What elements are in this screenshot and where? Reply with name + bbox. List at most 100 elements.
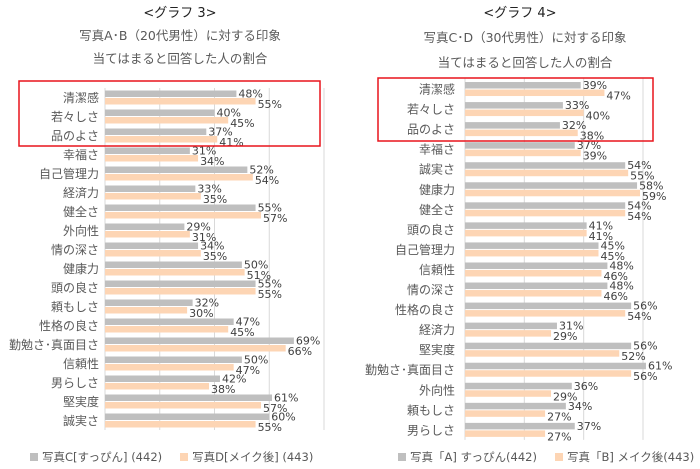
chart3-bar-series1	[105, 299, 193, 306]
chart4-bar-series1	[465, 222, 587, 229]
chart3-data-label-series2: 55%	[258, 98, 282, 111]
legend-swatch-series1	[398, 453, 406, 461]
chart4-data-label-series2: 47%	[606, 90, 630, 103]
chart4-bar-series2	[465, 209, 626, 217]
chart4-data-label-series2: 27%	[547, 410, 571, 423]
chart3-data-label-series2: 57%	[263, 402, 287, 415]
chart3-data-label-series1: 47%	[236, 316, 260, 329]
chart4-data-label-series1: 37%	[577, 420, 601, 433]
legend-label-series1: 写真「A] すっぴん(442)	[410, 450, 537, 464]
chart4-data-label-series2: 46%	[603, 270, 627, 283]
chart4-category-label: 健全さ	[419, 202, 455, 217]
chart3-bar-series2	[105, 231, 190, 238]
chart3-bar-series1	[105, 261, 242, 268]
chart4-data-label-series2: 52%	[621, 350, 645, 363]
chart4-category-label: 頼もしさ	[407, 403, 455, 417]
chart4-data-label-series1: 56%	[633, 340, 657, 353]
chart3-category-label: 頼もしさ	[51, 300, 99, 314]
chart3-data-label-series2: 35%	[203, 250, 227, 263]
chart3-bar-series2	[105, 212, 262, 219]
chart3-data-label-series2: 51%	[247, 269, 271, 282]
chart4-data-label-series2: 41%	[589, 230, 613, 243]
chart3-category-label: 情の深さ	[51, 243, 99, 257]
chart4-category-label: 情の深さ	[407, 283, 455, 297]
chart4-data-label-series1: 36%	[574, 380, 598, 393]
chart3-bar-series1	[105, 356, 242, 363]
chart4-data-label-series2: 54%	[627, 310, 651, 323]
chart4-category-label: 男らしさ	[407, 423, 455, 437]
chart3-data-label-series2: 30%	[189, 307, 213, 320]
chart3-bar-series2	[105, 174, 253, 181]
chart3-data-label-series1: 34%	[200, 240, 224, 253]
chart3-data-label-series1: 33%	[197, 183, 221, 196]
chart4-category-label: 勤勉さ･真面目さ	[365, 363, 455, 377]
chart3-category-label: 誠実さ	[63, 413, 99, 428]
chart3-category-label: 幸福さ	[63, 147, 99, 162]
chart4-category-label: 信頼性	[419, 263, 455, 277]
chart4-highlight-box	[377, 77, 654, 142]
chart3-category-label: 若々しさ	[51, 110, 99, 124]
chart4-data-label-series1: 31%	[559, 320, 583, 333]
chart3-data-label-series2: 55%	[258, 288, 282, 301]
chart3-data-label-series1: 60%	[271, 411, 295, 424]
legend-label-series2: 写真「B] メイク後(443)	[566, 450, 695, 464]
chart3-bar-series1	[105, 128, 207, 135]
chart4-category-label: 誠実さ	[419, 162, 455, 177]
chart4-bar-series2	[465, 149, 581, 157]
chart4-bar-series1	[465, 162, 626, 169]
chart4-data-label-series1: 58%	[639, 179, 663, 192]
chart3-data-label-series1: 32%	[195, 297, 219, 310]
chart4-data-label-series1: 32%	[562, 119, 586, 132]
chart3-bar-series1	[105, 375, 220, 382]
chart3-title: 写真A･B（20代男性）に対する印象	[79, 28, 281, 43]
chart3-data-label-series1: 50%	[244, 354, 268, 367]
chart4-bar-series2	[465, 370, 632, 377]
chart3-data-label-series2: 41%	[219, 136, 243, 149]
chart3-data-label-series1: 69%	[296, 335, 320, 348]
chart3-bar-series1	[105, 337, 294, 344]
chart3-category-label: 健康力	[63, 261, 99, 276]
chart3-bar-series2	[105, 288, 256, 295]
chart4-category-label: 幸福さ	[419, 142, 455, 157]
chart3-data-label-series1: 29%	[186, 221, 210, 234]
chart4-bar-series1	[465, 422, 575, 430]
chart4-data-label-series2: 54%	[627, 210, 651, 223]
chart3-category-label: 堅実度	[63, 394, 99, 409]
chart3-data-label-series1: 37%	[208, 126, 232, 139]
legend-swatch-series1	[30, 453, 38, 461]
chart3-data-label-series2: 34%	[200, 155, 224, 168]
chart3-bar-series1	[105, 223, 185, 230]
chart4-bar-series1	[465, 182, 638, 189]
chart3-category-label: 経済力	[63, 185, 99, 200]
chart4-category-label: 若々しさ	[407, 103, 455, 117]
chart3-data-label-series1: 52%	[249, 164, 273, 177]
chart3-data-label-series2: 47%	[236, 364, 260, 377]
chart3-bar-series2	[105, 307, 188, 314]
chart3-bar-series2	[105, 364, 234, 371]
chart3-bar-series2	[105, 421, 256, 428]
chart4-data-label-series1: 33%	[565, 99, 589, 112]
chart3-bar-series2	[105, 193, 201, 200]
chart3-category-label: 男らしさ	[51, 376, 99, 390]
chart4-bar-series1	[465, 122, 560, 129]
chart4-data-label-series2: 27%	[547, 430, 571, 443]
chart4-bar-series1	[465, 362, 646, 370]
chart3-category-label: 信頼性	[63, 357, 99, 371]
chart3-bar-series1	[105, 318, 234, 325]
chart4-data-label-series1: 48%	[609, 259, 633, 272]
chart4-bar-series2	[465, 330, 552, 337]
chart4-category-label: 清潔感	[419, 82, 455, 97]
chart3-bar-series1	[105, 109, 215, 116]
chart3-data-label-series1: 48%	[238, 88, 262, 101]
chart3-data-label-series2: 38%	[211, 383, 235, 396]
chart4-category-label: 健康力	[419, 182, 455, 197]
chart4-bar-series2	[465, 430, 546, 437]
chart4-data-label-series1: 54%	[627, 159, 651, 172]
chart4-bar-series1	[465, 262, 608, 269]
chart3-category-label: 清潔感	[63, 90, 99, 105]
chart3-bar-series1	[105, 280, 256, 287]
chart3-bar-series1	[105, 413, 270, 420]
chart4-bar-series1	[465, 102, 563, 109]
chart4-data-label-series2: 46%	[603, 290, 627, 303]
